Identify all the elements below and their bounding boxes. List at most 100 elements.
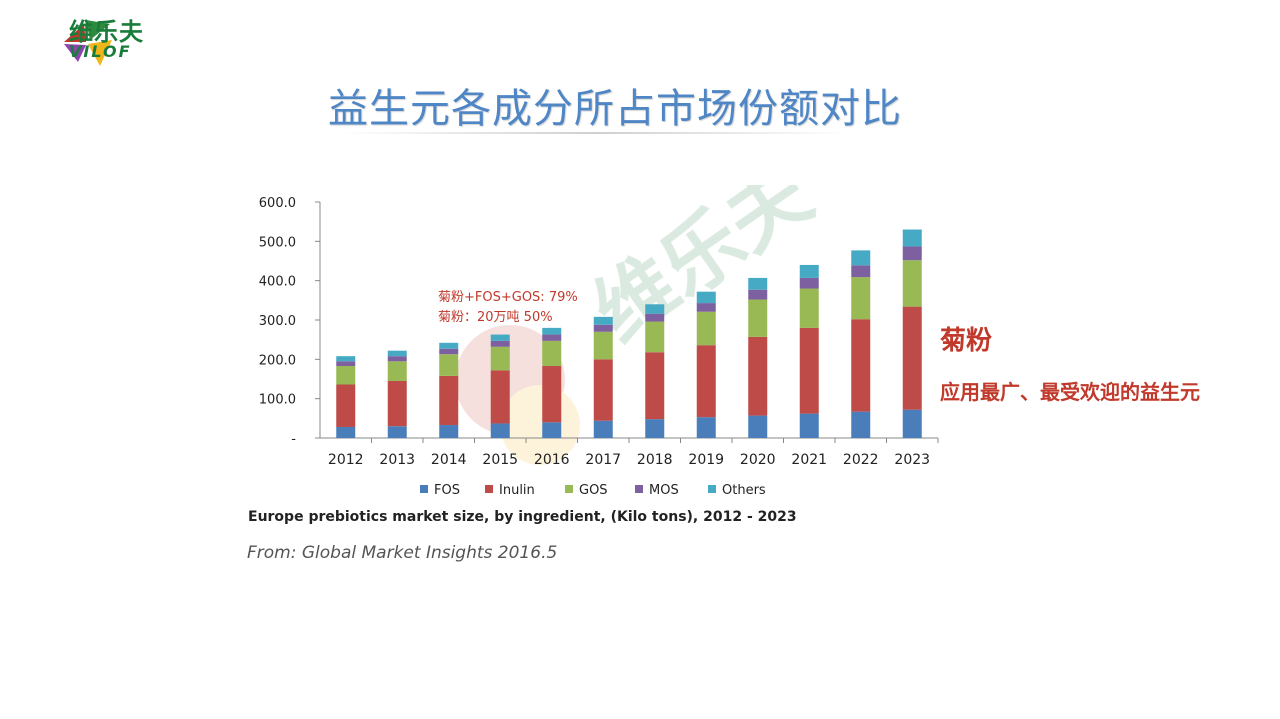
x-tick-label: 2016 <box>534 452 570 468</box>
bar-segment-fos <box>490 423 510 438</box>
bar-segment-fos <box>799 413 819 438</box>
legend-label-others: Others <box>722 483 766 498</box>
bar-segment-others <box>387 350 407 357</box>
bar-segment-inulin <box>439 375 459 426</box>
bar-segment-others <box>490 334 510 341</box>
bar-segment-others <box>336 356 356 362</box>
x-tick-label: 2014 <box>431 452 467 468</box>
chart-caption: Europe prebiotics market size, by ingred… <box>248 509 797 525</box>
bar-segment-others <box>593 316 613 325</box>
bar-segment-gos <box>696 311 716 346</box>
bar-segment-fos <box>593 420 613 438</box>
bar-segment-gos <box>542 340 562 367</box>
side-note-heading: 菊粉 <box>940 326 993 356</box>
bar-segment-others <box>748 277 768 290</box>
legend-swatch-fos <box>420 485 428 493</box>
bar-segment-inulin <box>593 359 613 421</box>
bar-segment-inulin <box>336 384 356 427</box>
bar-segment-fos <box>336 426 356 438</box>
bar-segment-gos <box>902 260 922 307</box>
bar-segment-mos <box>593 324 613 332</box>
bar-segment-gos <box>851 277 871 320</box>
x-tick-label: 2020 <box>740 452 776 468</box>
bar-segment-gos <box>748 299 768 337</box>
plot-area: - 100.0 200.0 300.0 400.0 500.0 600.0 2012 2013 2… <box>259 196 939 468</box>
bar-segment-mos <box>336 361 356 367</box>
chart-legend: FOS Inulin GOS MOS Others <box>420 483 766 498</box>
bar-segment-gos <box>645 321 665 353</box>
legend-swatch-others <box>708 485 716 493</box>
bar-segment-inulin <box>542 366 562 423</box>
bar-segment-others <box>542 327 562 335</box>
side-note-text: 应用最广、最受欢迎的益生元 <box>940 380 1200 404</box>
y-tick-label: 400.0 <box>259 275 296 290</box>
logo-red-segment <box>64 24 86 42</box>
bar-segment-fos <box>542 422 562 438</box>
legend-label-inulin: Inulin <box>499 483 535 498</box>
bar-segment-gos <box>593 331 613 360</box>
legend-swatch-mos <box>635 485 643 493</box>
bar-segment-mos <box>696 303 716 312</box>
bar-segment-mos <box>387 356 407 362</box>
bar-segment-gos <box>387 361 407 381</box>
bar-segment-fos <box>439 425 459 438</box>
bar-segment-gos <box>799 288 819 328</box>
y-tick-label: 600.0 <box>259 196 296 211</box>
bar-segment-fos <box>387 426 407 438</box>
bar-segment-mos <box>439 348 459 355</box>
bar-segment-inulin <box>851 319 871 412</box>
y-tick-label: 500.0 <box>259 235 296 250</box>
legend-swatch-gos <box>565 485 573 493</box>
bar-segment-others <box>851 250 871 266</box>
logo-text-cn: 维乐夫 <box>69 18 144 46</box>
bar-segment-fos <box>696 417 716 438</box>
logo-text-en: VILOF <box>69 42 132 61</box>
bar-segment-inulin <box>645 352 665 420</box>
legend-label-gos: GOS <box>579 483 608 498</box>
y-tick-label: 300.0 <box>259 314 296 329</box>
page-title: 益生元各成分所占市场份额对比 <box>328 86 902 132</box>
logo-green-segment <box>86 20 110 40</box>
x-tick-label: 2013 <box>379 452 415 468</box>
x-tick-label: 2022 <box>843 452 879 468</box>
bar-segment-inulin <box>387 380 407 427</box>
source-citation: From: Global Market Insights 2016.5 <box>247 543 558 563</box>
bar-segment-others <box>439 342 459 349</box>
legend-label-fos: FOS <box>434 483 460 498</box>
y-tick-label: 200.0 <box>259 353 296 368</box>
bar-segment-mos <box>851 265 871 278</box>
title-underline <box>340 132 850 134</box>
legend-swatch-inulin <box>485 485 493 493</box>
x-tick-label: 2018 <box>637 452 673 468</box>
bar-segment-fos <box>748 415 768 438</box>
bar-segment-mos <box>542 334 562 341</box>
bar-segment-inulin <box>696 345 716 418</box>
bar-segment-fos <box>902 409 922 438</box>
bar-segment-others <box>696 291 716 304</box>
logo-yellow-segment <box>88 40 112 66</box>
bar-segment-mos <box>645 313 665 322</box>
logo-purple-segment <box>64 44 86 62</box>
bar-segment-mos <box>799 277 819 289</box>
y-tick-label: - <box>291 432 296 447</box>
chart-annotation-line-2: 菊粉：20万吨 50% <box>438 310 553 325</box>
x-tick-label: 2021 <box>791 452 827 468</box>
x-tick-label: 2023 <box>894 452 930 468</box>
bar-segment-mos <box>902 246 922 261</box>
x-tick-label: 2017 <box>585 452 621 468</box>
bar-segment-gos <box>439 354 459 376</box>
bar-segment-gos <box>336 366 356 385</box>
bar-segment-fos <box>645 419 665 438</box>
bar-segment-others <box>799 264 819 278</box>
x-tick-label: 2019 <box>688 452 724 468</box>
bar-segment-fos <box>851 411 871 438</box>
bar-segment-gos <box>490 346 510 371</box>
legend-label-mos: MOS <box>649 483 679 498</box>
stacked-bar-chart: 维乐夫 VILOF -100.0200.0300.0400.0500.0600.… <box>248 185 940 525</box>
bar-segment-others <box>902 229 922 247</box>
watermark-logo-red <box>455 325 565 435</box>
x-tick-label: 2015 <box>482 452 518 468</box>
bar-segment-mos <box>490 340 510 347</box>
bar-segment-inulin <box>748 336 768 416</box>
bar-segment-inulin <box>490 370 510 424</box>
